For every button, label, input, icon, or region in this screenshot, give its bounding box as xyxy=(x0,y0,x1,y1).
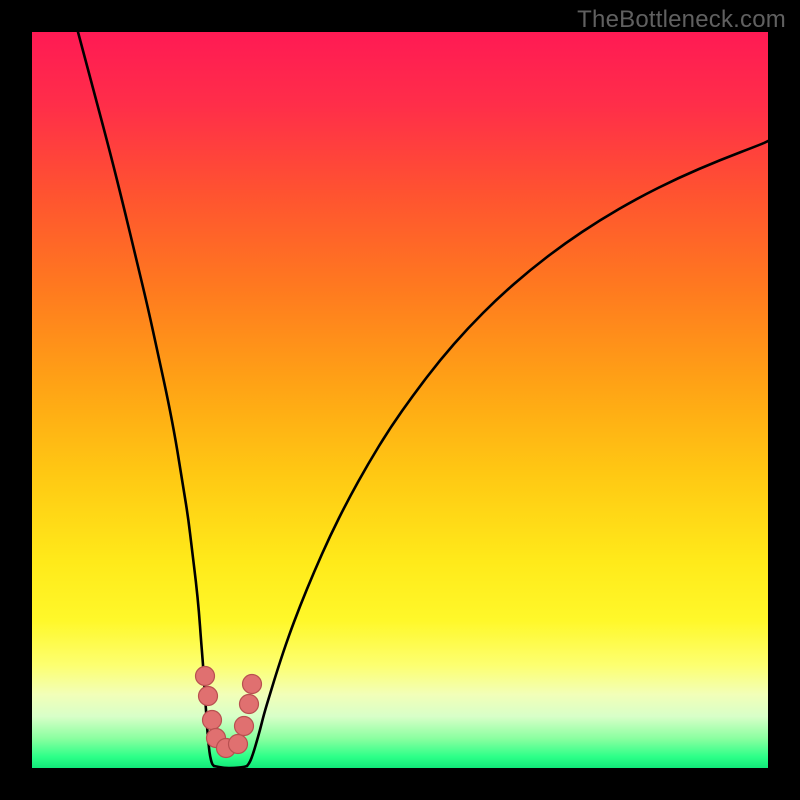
data-marker xyxy=(229,735,248,754)
right-curve xyxy=(247,141,768,766)
watermark-text: TheBottleneck.com xyxy=(577,6,786,34)
plot-area xyxy=(32,32,768,768)
data-marker xyxy=(235,717,254,736)
left-curve xyxy=(78,32,214,766)
data-marker xyxy=(240,695,259,714)
data-marker xyxy=(203,711,222,730)
data-marker xyxy=(243,675,262,694)
chart-svg xyxy=(32,32,768,768)
bottom-connector-curve xyxy=(214,766,247,768)
data-marker xyxy=(199,687,218,706)
data-marker xyxy=(196,667,215,686)
